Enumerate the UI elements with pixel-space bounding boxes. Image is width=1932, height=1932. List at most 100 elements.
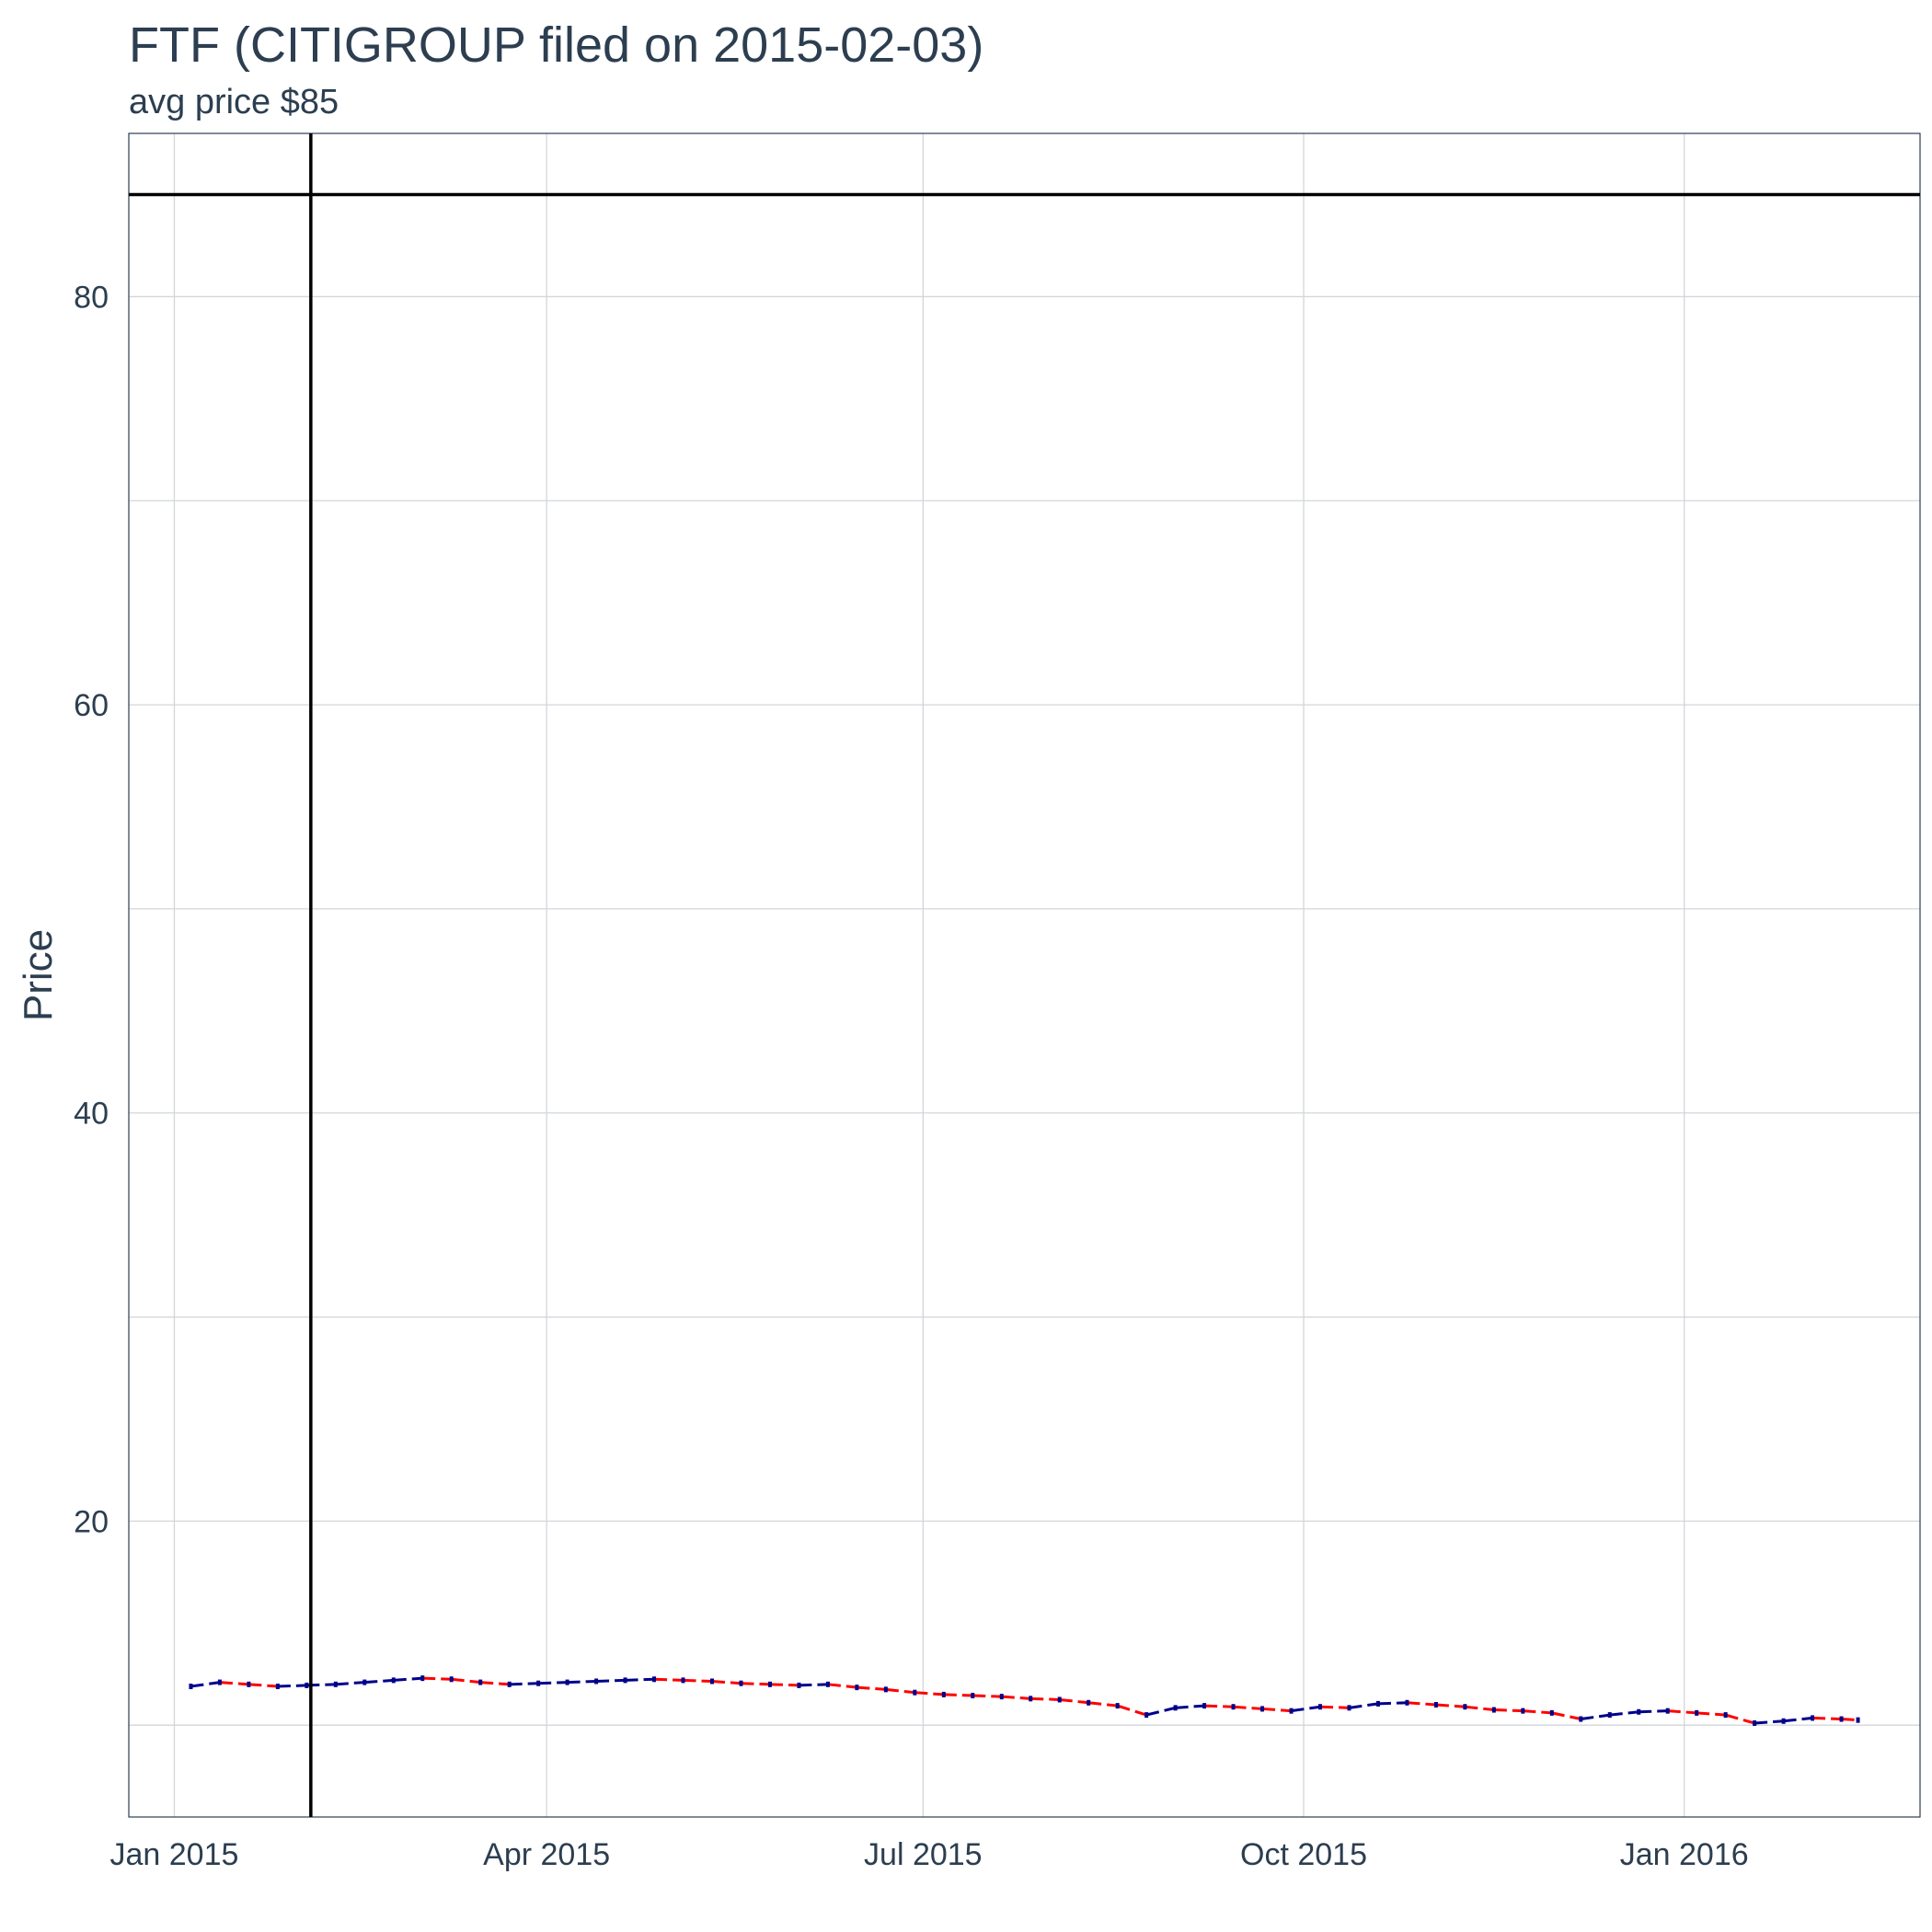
price-segment xyxy=(596,1678,626,1683)
price-point xyxy=(565,1679,569,1685)
price-point xyxy=(247,1681,251,1687)
x-tick-label: Apr 2015 xyxy=(483,1837,610,1872)
chart-subtitle: avg price $85 xyxy=(129,83,339,121)
price-point xyxy=(333,1681,338,1687)
panel-border xyxy=(128,132,1921,1818)
price-segment xyxy=(1377,1701,1408,1706)
price-segment xyxy=(1088,1701,1118,1708)
price-point xyxy=(681,1677,685,1684)
price-point xyxy=(1665,1708,1670,1714)
price-point xyxy=(971,1693,975,1699)
price-point xyxy=(420,1675,425,1682)
price-point xyxy=(1202,1703,1207,1709)
price-segment xyxy=(1059,1697,1089,1705)
price-segment xyxy=(335,1681,365,1686)
price-point xyxy=(913,1689,917,1696)
y-axis-ticks: 20 40 60 80 xyxy=(74,280,109,1539)
price-segment xyxy=(1465,1705,1495,1712)
price-point xyxy=(1607,1712,1612,1719)
price-segment xyxy=(1812,1716,1842,1721)
price-point xyxy=(1260,1706,1265,1712)
price-segment xyxy=(1145,1706,1176,1717)
price-point xyxy=(710,1678,715,1685)
price-point xyxy=(797,1682,801,1688)
price-segment xyxy=(1523,1709,1552,1715)
y-axis-title: Price xyxy=(16,929,61,1021)
x-tick-label: Jan 2016 xyxy=(1620,1837,1749,1872)
price-segment xyxy=(827,1683,857,1689)
price-segment xyxy=(1030,1696,1060,1701)
price-segment xyxy=(1493,1708,1524,1713)
price-segment xyxy=(1319,1705,1350,1709)
price-segment xyxy=(219,1681,249,1686)
price-segment xyxy=(1117,1704,1147,1717)
price-point xyxy=(1375,1700,1380,1707)
price-segment xyxy=(1841,1718,1858,1722)
price-point xyxy=(1637,1708,1641,1715)
price-point xyxy=(1405,1699,1409,1706)
price-segment xyxy=(480,1681,510,1686)
price-segment xyxy=(509,1682,539,1686)
price-point xyxy=(1087,1699,1091,1706)
price-point xyxy=(1347,1705,1351,1711)
price-segment xyxy=(1349,1702,1379,1709)
price-segment xyxy=(1639,1709,1668,1714)
price-point xyxy=(362,1679,367,1685)
price-point xyxy=(941,1691,946,1697)
price-segment xyxy=(190,1681,221,1688)
price-point xyxy=(1144,1712,1149,1719)
price-segment xyxy=(277,1684,307,1688)
price-point xyxy=(1549,1709,1554,1716)
price-point xyxy=(767,1681,772,1687)
price-point xyxy=(305,1682,309,1688)
price-point xyxy=(189,1684,193,1690)
price-point xyxy=(1753,1719,1757,1726)
y-tick-label: 60 xyxy=(74,688,109,723)
price-point xyxy=(1723,1712,1728,1719)
price-point xyxy=(1839,1716,1844,1722)
price-point xyxy=(507,1681,512,1687)
x-tick-label: Oct 2015 xyxy=(1240,1837,1367,1872)
x-axis-ticks: Jan 2015 Apr 2015 Jul 2015 Oct 2015 Jan 2016 xyxy=(110,1837,1749,1872)
chart-title: FTF (CITIGROUP filed on 2015-02-03) xyxy=(129,17,984,73)
price-segment xyxy=(1001,1695,1031,1700)
price-segment xyxy=(914,1691,944,1696)
price-point xyxy=(825,1681,830,1687)
price-segment xyxy=(1667,1709,1697,1715)
price-point xyxy=(1115,1703,1120,1709)
price-point xyxy=(536,1680,541,1686)
price-segment xyxy=(393,1676,423,1682)
price-point xyxy=(1231,1704,1236,1710)
price-segment xyxy=(1581,1713,1610,1721)
price-segment xyxy=(654,1677,684,1682)
price-point xyxy=(1173,1705,1178,1711)
reference-lines xyxy=(129,133,1920,1817)
gridlines xyxy=(129,133,1920,1817)
y-tick-label: 40 xyxy=(74,1097,109,1132)
x-tick-label: Jan 2015 xyxy=(110,1837,239,1872)
price-segment xyxy=(1291,1705,1321,1713)
price-point xyxy=(1521,1708,1525,1714)
price-segment xyxy=(711,1679,742,1685)
price-segment xyxy=(1435,1703,1466,1708)
price-point xyxy=(652,1676,657,1683)
price-point xyxy=(999,1694,1004,1700)
price-point xyxy=(1781,1718,1786,1724)
price-segment xyxy=(1696,1711,1726,1717)
price-point xyxy=(1057,1696,1062,1703)
price-point xyxy=(594,1678,599,1685)
price-point xyxy=(1029,1696,1033,1702)
price-point xyxy=(1856,1717,1860,1723)
price-point xyxy=(449,1676,454,1683)
price-segment xyxy=(741,1682,771,1686)
price-series xyxy=(189,1675,1860,1726)
price-point xyxy=(1491,1707,1496,1713)
price-segment xyxy=(364,1678,394,1685)
price-point xyxy=(1433,1702,1438,1708)
price-segment xyxy=(683,1678,713,1683)
price-segment xyxy=(857,1685,886,1691)
price-segment xyxy=(1261,1707,1292,1713)
price-segment xyxy=(567,1679,597,1685)
price-point xyxy=(1579,1716,1583,1722)
